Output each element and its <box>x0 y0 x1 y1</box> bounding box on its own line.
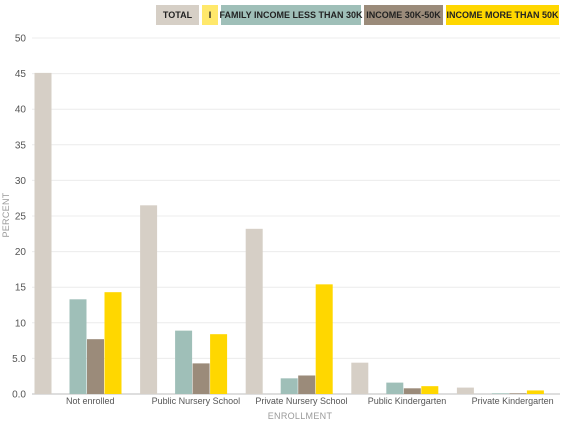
y-tick-label: 5.0 <box>12 354 26 365</box>
bar-2-0[interactable] <box>245 228 263 394</box>
x-tick-label: Private Nursery School <box>255 396 347 406</box>
legend-swatch[interactable] <box>156 5 199 25</box>
bar-4-0[interactable] <box>456 387 474 394</box>
bar-0-3[interactable] <box>87 339 104 394</box>
y-tick-label: 50 <box>15 34 27 45</box>
x-tick-label: Public Nursery School <box>152 396 241 406</box>
x-axis-ticks: Not enrolled Public Nursery School Private… <box>66 396 554 406</box>
y-axis-label: PERCENT <box>1 192 11 237</box>
legend-label: INCOME 30K-50K <box>366 10 441 20</box>
bar-4-2[interactable] <box>491 393 509 394</box>
x-tick-label: Public Kindergarten <box>368 396 447 406</box>
y-axis-ticks: 0.0 5.0 10 15 20 25 30 35 40 45 50 <box>12 34 26 401</box>
legend-label: I <box>209 10 212 20</box>
legend-swatch[interactable] <box>446 5 559 25</box>
bar-2-2[interactable] <box>280 378 298 394</box>
legend-label: FAMILY INCOME LESS THAN 30K <box>219 10 363 20</box>
bar-4-4[interactable] <box>526 390 544 394</box>
x-tick-label: Not enrolled <box>66 396 115 406</box>
bar-1-4[interactable] <box>210 334 228 394</box>
y-tick-label: 15 <box>15 283 27 294</box>
x-tick-label: Private Kindergarten <box>472 396 554 406</box>
y-tick-label: 45 <box>15 69 27 80</box>
bar-3-2[interactable] <box>386 382 404 394</box>
y-tick-label: 0.0 <box>12 390 26 401</box>
y-tick-label: 20 <box>15 247 27 258</box>
bar-3-3[interactable] <box>403 388 421 394</box>
bar-3-0[interactable] <box>351 362 369 394</box>
bar-0-4[interactable] <box>104 292 122 394</box>
x-axis-label: ENROLLMENT <box>268 411 333 421</box>
gridlines <box>32 37 560 395</box>
bar-3-4[interactable] <box>421 386 439 394</box>
bar-0-2[interactable] <box>69 299 87 394</box>
y-tick-label: 40 <box>15 105 27 116</box>
legend-swatch[interactable] <box>202 5 218 25</box>
legend-swatch[interactable] <box>364 5 443 25</box>
bar-0-0[interactable] <box>34 72 52 394</box>
legend: TOTAL I FAMILY INCOME LESS THAN 30K INCOME … <box>156 5 559 25</box>
bar-2-4[interactable] <box>315 284 333 394</box>
bar-1-2[interactable] <box>175 330 193 394</box>
y-tick-label: 30 <box>15 176 27 187</box>
bar-4-3[interactable] <box>509 393 527 394</box>
bar-2-3[interactable] <box>298 375 316 394</box>
legend-swatch[interactable] <box>221 5 361 25</box>
bars <box>34 72 544 394</box>
y-tick-label: 10 <box>15 318 27 329</box>
legend-label: TOTAL <box>163 10 193 20</box>
y-tick-label: 25 <box>15 212 27 223</box>
bar-1-3[interactable] <box>192 363 210 394</box>
bar-1-0[interactable] <box>140 205 158 394</box>
legend-label: INCOME MORE THAN 50K <box>446 10 559 20</box>
y-tick-label: 35 <box>15 140 27 151</box>
